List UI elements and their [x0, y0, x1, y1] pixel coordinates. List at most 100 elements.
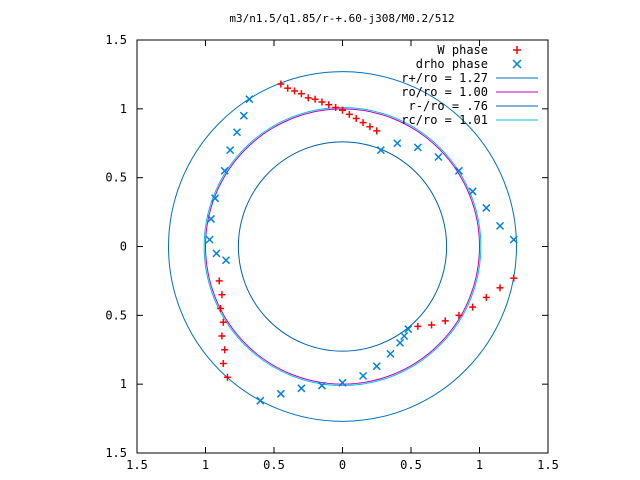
marker-stroke	[376, 146, 385, 155]
legend-label: drho phase	[416, 57, 488, 71]
marker-stroke	[434, 152, 443, 162]
marker-stroke	[239, 111, 248, 120]
drho-phase-point	[205, 235, 214, 244]
y-tick-label: 0.5	[105, 308, 127, 322]
w-phase-point	[359, 119, 367, 127]
marker-stroke	[206, 214, 216, 223]
drho-phase-point	[297, 384, 306, 393]
drho-phase-point	[211, 194, 220, 203]
drho-phase-point	[245, 95, 254, 104]
drho-phase-point	[239, 111, 248, 120]
w-phase-point	[297, 90, 305, 98]
marker-stroke	[317, 381, 326, 390]
legend-label: W phase	[437, 43, 488, 57]
drho-phase-point	[496, 221, 505, 230]
marker-stroke	[404, 325, 413, 334]
w-phase-point	[311, 95, 319, 103]
w-phase-point	[366, 123, 374, 131]
w-phase-point	[345, 110, 353, 118]
marker-stroke	[413, 143, 422, 152]
w-phase-point	[414, 322, 422, 330]
w-phase-point	[218, 291, 226, 299]
w-phase-point	[496, 284, 504, 292]
w-phase-point	[510, 274, 518, 282]
drho-phase-point	[396, 338, 405, 347]
legend-marker-sample	[512, 59, 522, 69]
marker-stroke	[400, 331, 409, 341]
marker-stroke	[359, 371, 368, 380]
w-phase-point	[428, 321, 436, 329]
drho-phase-point	[404, 325, 413, 334]
w-phase-point	[284, 84, 292, 92]
legend-label: r-/ro = .76	[409, 99, 488, 113]
w-phase-point	[441, 317, 449, 325]
marker-stroke	[211, 194, 220, 203]
data-points	[205, 80, 518, 405]
w-phase-point	[352, 114, 360, 122]
drho-phase-point	[468, 187, 477, 196]
drho-phase-point	[317, 381, 326, 390]
marker-stroke	[509, 235, 518, 244]
w-phase-point	[373, 127, 381, 135]
w-phase-point	[223, 373, 231, 381]
drho-phase-point	[434, 152, 443, 162]
marker-stroke	[386, 349, 395, 358]
w-phase-point	[219, 360, 227, 368]
w-phase-point	[482, 293, 490, 301]
drho-phase-point	[220, 166, 229, 175]
marker-stroke	[205, 235, 214, 244]
chart-title: m3/n1.5/q1.85/r-+.60-j308/M0.2/512	[229, 12, 454, 25]
y-tick-label: 1	[120, 377, 127, 391]
x-tick-label: 0	[339, 458, 346, 472]
drho-phase-point	[393, 139, 402, 148]
y-tick-label: 0	[120, 240, 127, 254]
y-tick-label: 1	[120, 102, 127, 116]
x-tick-label: 0.5	[400, 458, 422, 472]
x-tick-label: 0.5	[263, 458, 285, 472]
w-phase-point	[277, 80, 285, 88]
drho-phase-point	[226, 146, 235, 155]
w-phase-point	[217, 304, 225, 312]
marker-stroke	[256, 396, 265, 405]
marker-stroke	[468, 187, 477, 196]
drho-phase-point	[413, 143, 422, 152]
marker-stroke	[222, 256, 231, 265]
drho-phase-point	[509, 235, 518, 244]
axis-ticks: 1.5 1 0.5 0 0.5 1 1.51.510.500.511.5	[105, 33, 559, 472]
marker-stroke	[372, 362, 381, 371]
x-tick-label: 1.5	[537, 458, 559, 472]
w-phase-point	[221, 346, 229, 354]
w-phase-point	[291, 87, 299, 95]
drho-phase-point	[400, 331, 409, 341]
w-phase-point	[469, 303, 477, 311]
marker-stroke	[454, 166, 463, 175]
marker-stroke	[226, 146, 235, 155]
legend-label: rc/ro = 1.01	[401, 113, 488, 127]
drho-phase-point	[338, 378, 347, 387]
marker-stroke	[338, 378, 347, 387]
w-phase-point	[339, 106, 346, 114]
w-phase-point	[455, 311, 463, 319]
drho-phase-point	[359, 371, 368, 380]
marker-stroke	[396, 338, 405, 347]
w-phase-point	[219, 318, 227, 326]
marker-stroke	[212, 249, 221, 258]
drho-phase-point	[482, 203, 491, 212]
x-tick-label: 1	[476, 458, 483, 472]
marker-stroke	[245, 95, 254, 104]
drho-phase-point	[222, 256, 231, 265]
drho-phase-point	[454, 166, 463, 175]
reference-circle	[168, 71, 517, 422]
drho-phase-point	[206, 214, 216, 223]
legend-label: r+/ro = 1.27	[401, 71, 488, 85]
reference-circle	[237, 141, 448, 352]
y-tick-label: 0.5	[105, 171, 127, 185]
marker-stroke	[496, 221, 505, 230]
w-phase-point	[325, 101, 333, 109]
w-phase-point	[332, 103, 340, 111]
drho-phase-point	[232, 128, 242, 137]
w-phase-point	[304, 94, 312, 102]
